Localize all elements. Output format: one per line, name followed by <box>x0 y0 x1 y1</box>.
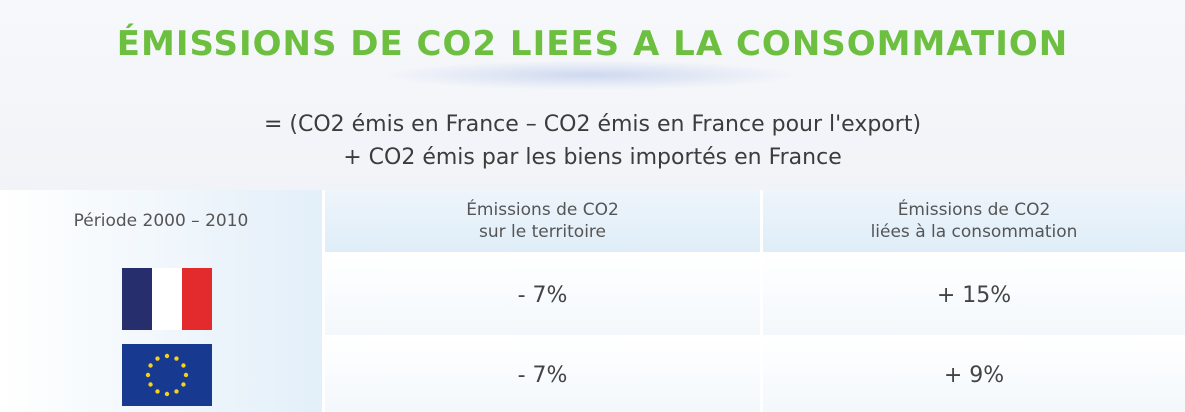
star <box>148 382 153 387</box>
star <box>164 353 170 359</box>
star <box>181 382 186 387</box>
value-cell: + 15% <box>763 255 1185 335</box>
value-cell: + 9% <box>763 338 1185 412</box>
period-label: Période 2000 – 2010 <box>73 211 249 231</box>
france-flag <box>122 268 212 330</box>
star <box>155 356 160 361</box>
star <box>181 363 186 368</box>
column-header: Émissions de CO2 sur le territoire <box>325 190 760 252</box>
column-header: Émissions de CO2 liées à la consommation <box>763 190 1185 252</box>
formula-line: = (CO2 émis en France – CO2 émis en Fran… <box>263 112 922 137</box>
value-cell: - 7% <box>325 255 760 335</box>
star <box>145 372 151 378</box>
value-cell: - 7% <box>325 338 760 412</box>
star <box>183 372 189 378</box>
eu-flag <box>122 344 212 406</box>
star <box>155 389 160 394</box>
glow <box>380 60 800 90</box>
star <box>174 356 179 361</box>
star <box>174 389 179 394</box>
header-band <box>0 0 1185 190</box>
title: ÉMISSIONS DE CO2 LIEES A LA CONSOMMATION <box>116 24 1069 64</box>
star <box>148 363 153 368</box>
star <box>164 391 170 397</box>
formula-line: + CO2 émis par les biens importés en Fra… <box>343 145 842 170</box>
